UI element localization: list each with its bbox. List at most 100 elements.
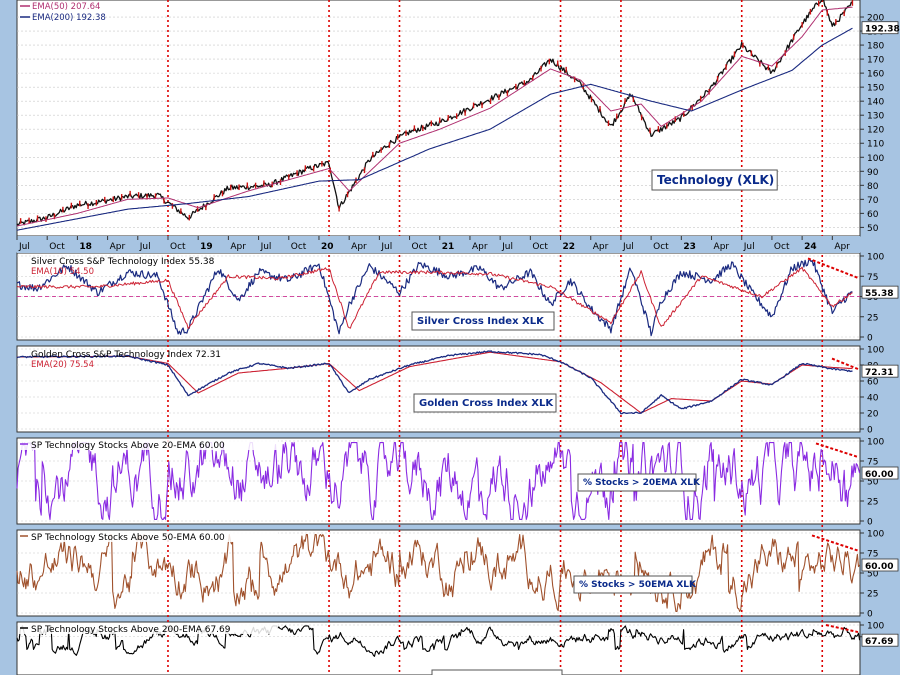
panel-plot-5: SP Technology Stocks Above 50-EMA 60.00%… (16, 531, 899, 612)
x-axis: Jul Oct 18 Apr Jul Oct 19 Apr Jul Oct 20 Apr Jul Oct 2… (16, 236, 860, 253)
x-tick-label: Oct (774, 242, 790, 252)
silver-last-value: 55.38 (865, 289, 893, 299)
y-tick-label: 120 (867, 126, 884, 136)
x-tick-label: 23 (683, 242, 696, 252)
series-pct-above-50ema (16, 534, 861, 612)
golden-legend-index: Golden Cross S&P Technology Index 72.31 (31, 350, 221, 360)
panel-title: SP Technology Stocks Above 20-EMA 60.00 (31, 441, 225, 451)
x-tick-label: Oct (170, 242, 186, 252)
y-tick-label: 60 (867, 210, 879, 220)
golden-last-value-box (861, 364, 899, 378)
y-tick-label: 25 (867, 313, 878, 323)
y-tick-label: 200 (867, 14, 884, 24)
panel-title: SP Technology Stocks Above 50-EMA 60.00 (31, 533, 225, 543)
y-tick-label: 170 (867, 56, 884, 66)
y-tick-label: 100 (867, 438, 884, 448)
title-backdrop (18, 623, 278, 634)
y-tick-label: 60 (867, 378, 879, 388)
x-tick-label: Oct (49, 242, 65, 252)
x-tick-label: Apr (351, 242, 367, 252)
last-value-badge-box (861, 558, 899, 572)
x-tick-label: 21 (442, 242, 455, 252)
series-pct-above-20ema (16, 442, 861, 520)
y-tick-label: 100 (867, 530, 884, 540)
panel-5: 0 25 50 75 100 (16, 529, 884, 620)
panel-frame (16, 345, 861, 433)
silver-legend-ema: EMA(10) 54.50 (31, 267, 94, 277)
y-tick-label: 75 (867, 550, 878, 560)
golden-cross-label-box (413, 393, 557, 413)
title-backdrop (18, 439, 278, 450)
x-tick-label: 19 (200, 242, 213, 252)
y-tick-label: 100 (867, 154, 884, 164)
y-tick-label: 25 (867, 498, 878, 508)
x-tick-label: Oct (412, 242, 428, 252)
panel-plot-6: SP Technology Stocks Above 200-EMA 67.69… (16, 623, 899, 657)
series-ema50 (16, 6, 853, 227)
x-tick-label: 24 (804, 242, 817, 252)
x-tick-label: Jul (139, 242, 151, 252)
last-value-badge-box (861, 633, 899, 647)
y-tick-label: 0 (867, 610, 873, 620)
series-silver-ema10 (16, 266, 853, 329)
x-tick-label: Oct (532, 242, 548, 252)
y-tick-label: 80 (867, 182, 879, 192)
last-value-badge: 60.00 (865, 562, 893, 572)
series-silver-cross (16, 258, 853, 337)
series-ema200 (16, 27, 853, 231)
x-tick-label: Apr (110, 242, 126, 252)
last-value-badge-box (861, 466, 899, 480)
x-tick-label: Apr (230, 242, 246, 252)
y-tick-label: 0 (867, 518, 873, 528)
y-tick-label: 160 (867, 70, 884, 80)
y-tick-label: 0 (867, 426, 873, 436)
golden-last-value: 72.31 (865, 368, 893, 378)
last-value-ema200: 192.38 (865, 25, 900, 35)
title-backdrop (18, 531, 278, 542)
panel-label: % Stocks > 50EMA XLK (579, 580, 697, 590)
series-xlk-price (16, 0, 853, 227)
price-chart-title-box (651, 169, 778, 191)
trend-annotation (811, 534, 859, 552)
silver-cross-label-box (411, 311, 555, 331)
panel-label: % Stocks > 20EMA XLK (583, 478, 701, 488)
y-tick-label: 50 (867, 478, 879, 488)
y-tick-label: 90 (867, 168, 879, 178)
legend-ema200: EMA(200) 192.38 (32, 13, 106, 23)
last-value-ema200-box (861, 21, 899, 35)
price-chart-title: Technology (XLK) (657, 173, 774, 187)
panel-4: 0 25 50 75 100 (16, 437, 884, 528)
y-tick-label: 150 (867, 84, 884, 94)
y-tick-label: 75 (867, 458, 878, 468)
y-tick-label: 100 (867, 253, 884, 263)
panel-1: 5060708090100110120130140150160170180190… (16, 0, 884, 237)
x-tick-label: Jul (501, 242, 513, 252)
trend-annotation (825, 624, 859, 634)
panel-plot-4: SP Technology Stocks Above 20-EMA 60.00%… (16, 439, 899, 520)
silver-legend-index: Silver Cross S&P Technology Index 55.38 (31, 257, 215, 267)
x-tick-label: Jul (18, 242, 30, 252)
golden-legend-ema: EMA(20) 75.54 (31, 360, 94, 370)
panel-label-box (573, 575, 693, 594)
y-tick-label: 50 (867, 224, 879, 234)
x-tick-label: Apr (714, 242, 730, 252)
y-tick-label: 70 (867, 196, 879, 206)
panel-frame (16, 0, 861, 237)
silver-last-value-box (861, 285, 899, 299)
x-tick-label: Apr (593, 242, 609, 252)
y-tick-label: 0 (867, 334, 873, 344)
x-axis-band (17, 236, 860, 253)
x-tick-label: 22 (563, 242, 576, 252)
panel-3: 020406080100 (16, 345, 884, 436)
x-tick-label: 18 (79, 242, 92, 252)
x-tick-label: Oct (291, 242, 307, 252)
x-tick-label: Jul (380, 242, 392, 252)
y-tick-label: 50 (867, 570, 879, 580)
y-tick-label: 180 (867, 42, 884, 52)
y-tick-label: 20 (867, 410, 879, 420)
last-value-badge: 67.69 (865, 637, 893, 647)
legend-ema50: EMA(50) 207.64 (32, 2, 100, 12)
